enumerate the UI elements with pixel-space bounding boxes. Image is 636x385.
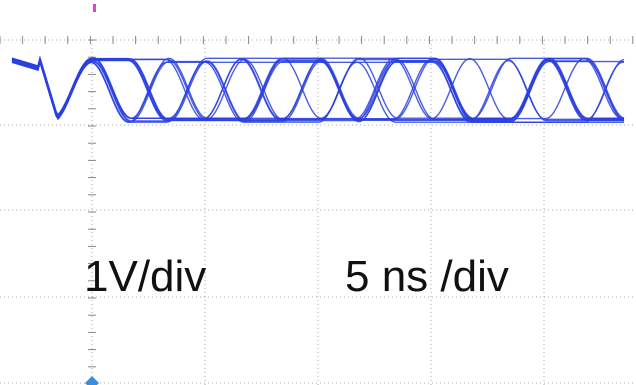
ground-marker xyxy=(85,376,99,385)
trigger-marker xyxy=(93,4,96,12)
graticule xyxy=(0,36,636,385)
vertical-scale-label: 1V/div xyxy=(84,252,206,301)
time-scale-label: 5 ns /div xyxy=(345,252,509,301)
scope-screen: 1V/div 5 ns /div xyxy=(0,0,636,385)
